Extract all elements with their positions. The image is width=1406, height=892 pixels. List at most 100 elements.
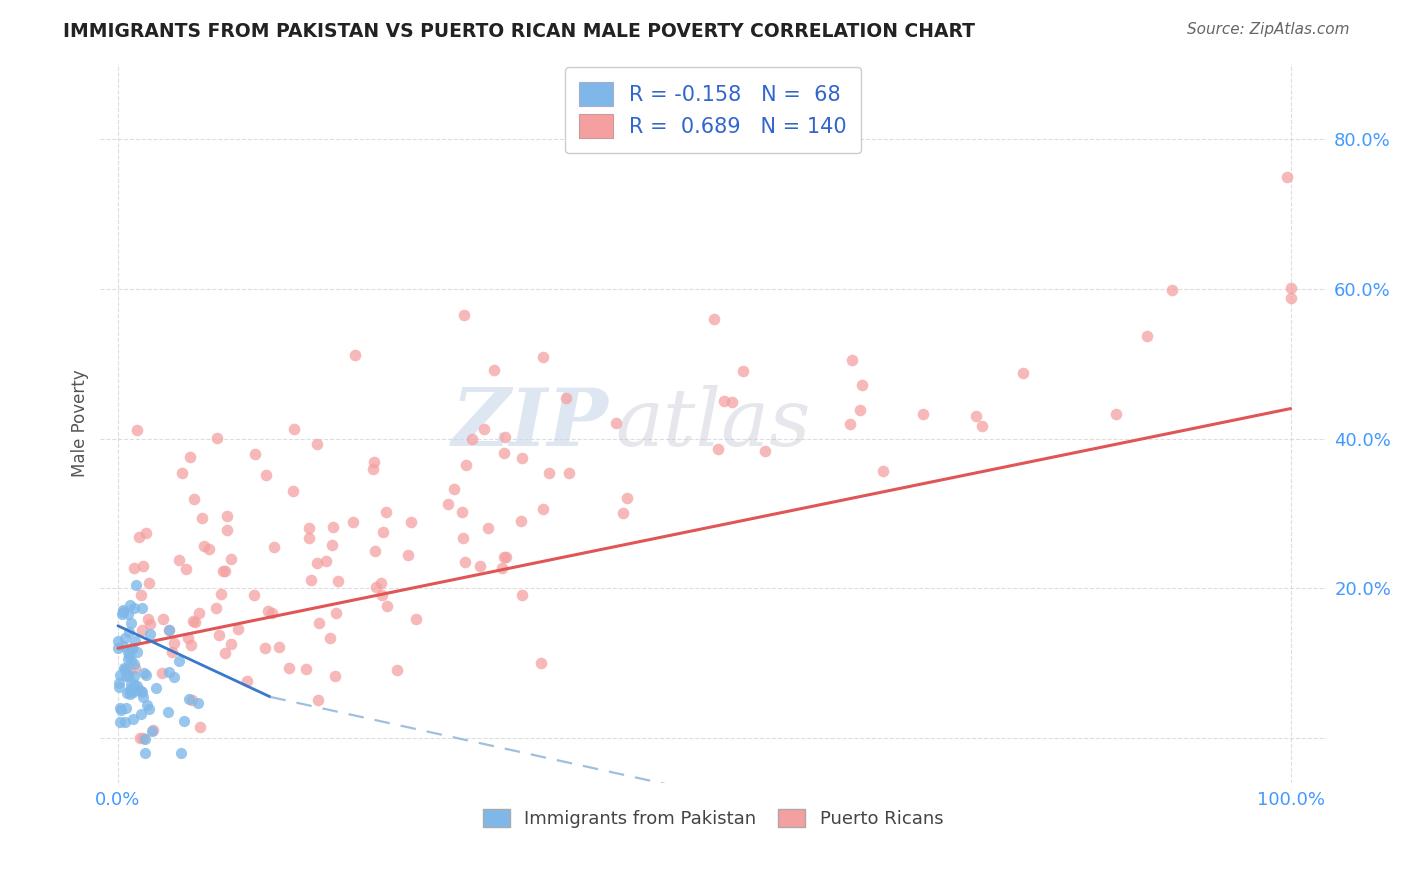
Point [283,422,305,436]
Point [131,684,153,698]
Point [138,617,160,632]
Point [531,502,554,516]
Point [236,673,259,688]
Point [128,731,150,745]
Point [851,378,873,392]
Point [1277,169,1299,184]
Point [371,524,394,539]
Point [107,634,129,648]
Point [555,391,578,405]
Point [127,679,149,693]
Point [167,654,190,668]
Point [970,419,993,434]
Point [454,458,477,472]
Point [374,505,396,519]
Point [180,638,202,652]
Point [307,437,329,451]
Point [263,541,285,555]
Point [193,539,215,553]
Point [371,588,394,602]
Point [127,423,149,437]
Point [205,601,228,615]
Point [183,491,205,506]
Point [124,661,146,675]
Point [713,393,735,408]
Point [212,564,235,578]
Point [443,482,465,496]
Point [299,574,322,588]
Point [1279,281,1302,295]
Point [117,652,139,666]
Point [138,576,160,591]
Point [134,732,156,747]
Point [243,588,266,602]
Point [325,606,347,620]
Point [612,506,634,520]
Point [260,606,283,620]
Point [118,687,141,701]
Point [219,552,242,566]
Point [375,599,398,613]
Point [254,640,277,655]
Point [136,612,159,626]
Point [848,403,870,417]
Point [396,548,419,562]
Point [510,588,533,602]
Point [111,603,134,617]
Point [707,442,730,457]
Point [152,612,174,626]
Point [170,467,193,481]
Point [129,588,152,602]
Point [121,641,143,656]
Text: Source: ZipAtlas.com: Source: ZipAtlas.com [1187,22,1350,37]
Point [129,707,152,722]
Point [139,626,162,640]
Point [177,692,200,706]
Point [477,521,499,535]
Point [494,549,516,564]
Point [731,364,754,378]
Point [132,731,155,745]
Point [150,666,173,681]
Point [135,525,157,540]
Point [318,631,340,645]
Point [118,648,141,663]
Point [315,554,337,568]
Point [436,497,458,511]
Point [124,633,146,648]
Point [108,668,131,682]
Point [912,407,935,421]
Point [174,562,197,576]
Point [190,510,212,524]
Point [616,491,638,505]
Point [187,606,209,620]
Point [1136,328,1159,343]
Point [120,653,142,667]
Point [173,714,195,728]
Point [558,466,581,480]
Point [115,686,138,700]
Point [187,697,209,711]
Point [108,680,131,694]
Point [226,622,249,636]
Point [163,670,186,684]
Point [136,698,159,713]
Text: IMMIGRANTS FROM PAKISTAN VS PUERTO RICAN MALE POVERTY CORRELATION CHART: IMMIGRANTS FROM PAKISTAN VS PUERTO RICAN… [63,22,976,41]
Point [342,515,364,529]
Point [115,662,138,676]
Point [754,444,776,458]
Point [121,641,143,656]
Point [243,447,266,461]
Point [1279,291,1302,305]
Point [117,607,139,621]
Point [114,701,136,715]
Point [108,676,131,690]
Point [180,693,202,707]
Point [294,662,316,676]
Point [114,662,136,676]
Point [363,462,385,476]
Point [305,556,328,570]
Y-axis label: Male Poverty: Male Poverty [72,370,89,477]
Point [1161,284,1184,298]
Point [510,514,533,528]
